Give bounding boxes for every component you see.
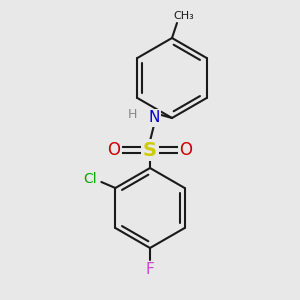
Text: S: S	[143, 140, 157, 160]
Text: H: H	[127, 109, 137, 122]
Text: F: F	[146, 262, 154, 278]
Text: Cl: Cl	[83, 172, 97, 186]
Text: O: O	[107, 141, 121, 159]
Text: O: O	[179, 141, 193, 159]
Text: N: N	[148, 110, 160, 125]
Text: CH₃: CH₃	[174, 11, 194, 21]
